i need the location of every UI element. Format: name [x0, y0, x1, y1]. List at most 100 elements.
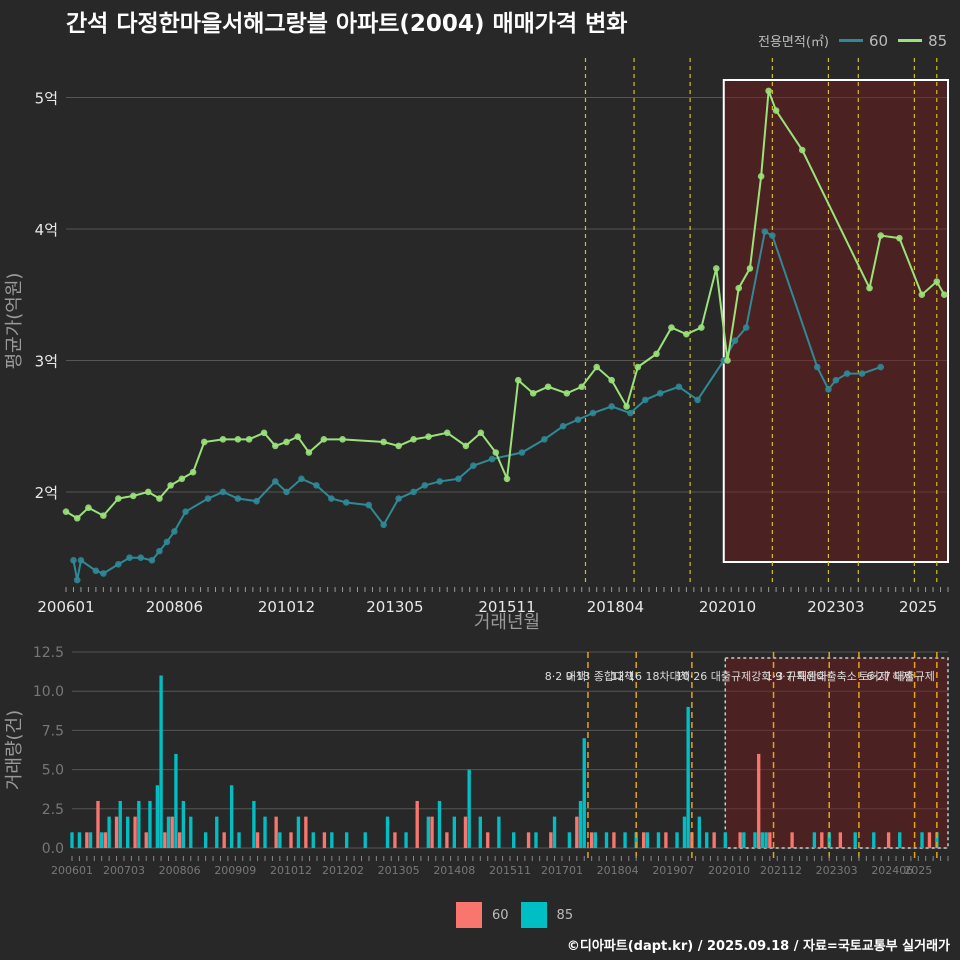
data-point-60	[455, 475, 462, 483]
volume-bar-60	[222, 832, 226, 848]
highlight-box-volume	[724, 657, 949, 849]
data-point-85	[896, 234, 903, 242]
volume-bar-85	[853, 832, 857, 848]
data-point-85	[219, 436, 227, 443]
data-point-85	[380, 438, 387, 446]
legend-fill-label-85: 85	[556, 907, 574, 923]
data-point-85	[144, 488, 152, 496]
data-point-60	[694, 396, 701, 404]
data-point-85	[425, 433, 432, 441]
volume-bar-85	[723, 832, 727, 848]
volume-bar-60	[838, 832, 843, 848]
x-tick-label: 2025	[899, 598, 937, 616]
volume-bar-85	[478, 816, 482, 848]
data-point-85	[339, 436, 346, 443]
data-point-85	[503, 475, 511, 483]
x-tick-label-volume: 202112	[760, 864, 802, 877]
volume-bar-60	[549, 832, 553, 848]
y-tick-label: 4억	[35, 221, 58, 239]
volume-bar-85	[534, 832, 538, 848]
data-point-60	[100, 570, 107, 577]
data-point-85	[746, 265, 754, 272]
x-tick-label-volume: 200601	[51, 864, 93, 877]
data-point-85	[772, 107, 780, 114]
volume-bar-85	[229, 785, 234, 848]
volume-bar-85	[345, 832, 349, 848]
data-point-60	[421, 482, 429, 489]
volume-bar-85	[107, 816, 111, 848]
data-point-85	[85, 504, 92, 512]
x-tick-label: 201305	[366, 598, 423, 616]
volume-bar-85	[77, 832, 82, 848]
data-point-85	[73, 514, 81, 522]
volume-bar-60	[664, 832, 668, 848]
volume-bar-85	[634, 832, 638, 848]
data-point-85	[189, 468, 197, 476]
data-point-60	[731, 337, 739, 345]
data-point-60	[328, 495, 335, 502]
volume-bar-60	[886, 832, 891, 848]
volume-bar-60	[304, 816, 308, 848]
data-point-85	[735, 284, 743, 292]
chart-title: 간석 다정한마을서해그랑블 아파트(2004) 매매가격 변화	[66, 11, 628, 37]
volume-bar-85	[166, 816, 171, 848]
volume-bar-85	[174, 753, 178, 848]
data-point-60	[283, 488, 290, 496]
volume-bar-85	[330, 832, 334, 848]
y-tick-label-volume: 5.0	[42, 763, 64, 779]
volume-bar-85	[760, 832, 765, 848]
volume-bar-85	[363, 832, 367, 848]
data-point-60	[641, 396, 649, 404]
policy-label: 10·26 대출규제강화	[676, 670, 772, 683]
x-tick-label-volume: 201202	[322, 864, 364, 877]
volume-bar-85	[675, 832, 679, 848]
data-point-60	[73, 576, 81, 584]
volume-bar-85	[404, 832, 408, 848]
volume-bar-85	[118, 800, 122, 848]
x-tick-label: 201511	[478, 598, 535, 616]
data-point-85	[320, 436, 328, 443]
volume-bar-85	[742, 832, 746, 848]
data-point-60	[858, 370, 866, 377]
legend-title: 전용면적(㎡)	[758, 35, 829, 50]
volume-bar-85	[567, 832, 572, 848]
data-point-60	[574, 416, 582, 423]
volume-bar-85	[137, 800, 141, 848]
volume-bar-60	[255, 832, 260, 848]
volume-bar-85	[426, 816, 431, 848]
policy-label: 9·13 종합대책	[566, 670, 634, 683]
volume-bar-60	[103, 832, 108, 848]
data-point-60	[559, 422, 567, 430]
data-point-60	[877, 363, 885, 371]
data-point-85	[544, 383, 552, 391]
data-point-60	[395, 495, 402, 502]
y-axis-title: 평균가(억원)	[4, 273, 25, 370]
data-point-85	[178, 475, 186, 483]
data-point-85	[757, 173, 765, 180]
volume-bar-60	[820, 832, 824, 848]
legend-fill-swatch-60	[456, 902, 482, 928]
x-axis-title: 거래년월	[474, 612, 540, 633]
data-point-60	[761, 228, 769, 235]
data-point-60	[182, 508, 189, 515]
y-tick-label-volume: 12.5	[33, 645, 64, 661]
data-point-85	[698, 324, 705, 331]
x-tick-label: 202010	[699, 598, 756, 616]
volume-bar-85	[159, 675, 163, 848]
legend-swatch-85	[898, 39, 923, 42]
x-tick-label-volume: 201511	[489, 864, 531, 877]
volume-bar-85	[582, 738, 586, 848]
data-point-60	[608, 403, 615, 410]
volume-bar-85	[512, 832, 516, 848]
x-tick-label-volume: 202406	[871, 864, 913, 877]
data-point-85	[623, 403, 630, 410]
data-point-60	[234, 495, 242, 502]
volume-bar-85	[705, 832, 709, 848]
policy-label: 6·27 대출규제	[866, 670, 934, 683]
volume-bar-60	[393, 832, 397, 848]
data-point-85	[115, 495, 122, 502]
volume-bar-85	[437, 800, 442, 848]
data-point-85	[477, 429, 485, 437]
x-tick-label-volume: 201907	[652, 864, 694, 877]
volume-bar-85	[812, 832, 817, 848]
